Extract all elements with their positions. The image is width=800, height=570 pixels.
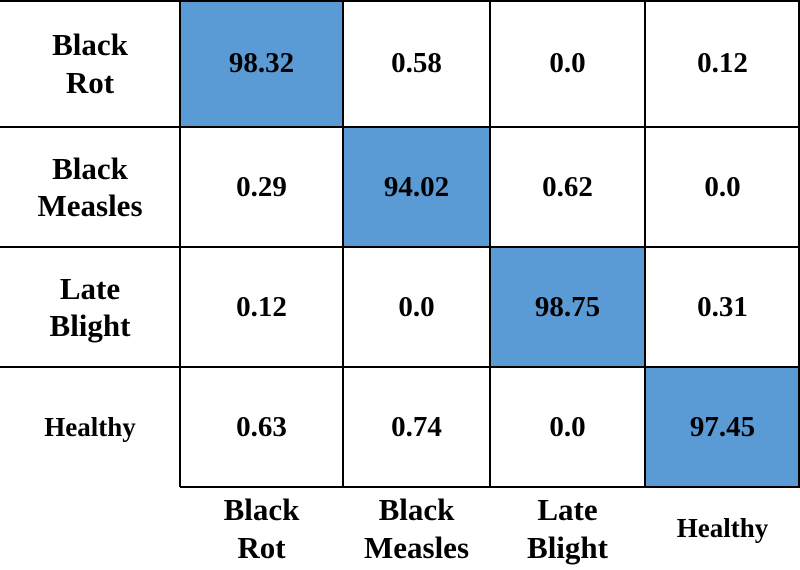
- matrix-cell: 0.62: [490, 127, 645, 247]
- cell-text: Black Rot: [223, 492, 300, 565]
- cell-text: Late Blight: [49, 270, 131, 343]
- cell-text: 0.12: [697, 47, 748, 79]
- grid-line: [0, 366, 800, 368]
- cell-text: Healthy: [44, 411, 136, 442]
- cell-text: 0.0: [549, 410, 586, 443]
- cell-text: Healthy: [676, 513, 769, 544]
- cell-text: 0.0: [549, 47, 586, 79]
- matrix-cell: 94.02: [343, 127, 490, 247]
- cell-text: 94.02: [383, 170, 450, 203]
- cell-text: 0.0: [704, 170, 741, 203]
- column-label: Healthy: [645, 487, 800, 570]
- row-label: Black Measles: [0, 127, 180, 247]
- matrix-cell: 0.0: [490, 0, 645, 127]
- cell-text: Black Rot: [52, 27, 128, 100]
- matrix-cell: 0.12: [180, 247, 343, 367]
- matrix-cell: 0.63: [180, 367, 343, 487]
- cell-text: Black Measles: [37, 150, 143, 223]
- column-label: Black Rot: [180, 487, 343, 570]
- cell-text: 0.31: [697, 290, 748, 323]
- matrix-cell: 98.75: [490, 247, 645, 367]
- grid-line: [798, 0, 800, 487]
- row-label: Black Rot: [0, 0, 180, 127]
- row-label: Late Blight: [0, 247, 180, 367]
- cell-text: 0.63: [236, 410, 287, 443]
- matrix-cell: 98.32: [180, 0, 343, 127]
- cell-text: 0.29: [236, 170, 287, 203]
- grid-line: [342, 0, 344, 487]
- cell-text: 97.45: [689, 410, 756, 443]
- matrix-cell: 0.58: [343, 0, 490, 127]
- row-label: Healthy: [0, 367, 180, 487]
- cell-text: 0.58: [391, 47, 442, 79]
- matrix-cell: 0.29: [180, 127, 343, 247]
- grid-line: [489, 0, 491, 487]
- cell-text: 0.12: [236, 290, 287, 323]
- grid-line: [644, 0, 646, 487]
- column-label: Black Measles: [343, 487, 490, 570]
- column-label: Late Blight: [490, 487, 645, 570]
- cell-text: 98.75: [534, 290, 601, 323]
- cell-text: Late Blight: [527, 492, 608, 565]
- grid-line: [0, 126, 800, 128]
- grid-line: [179, 0, 181, 487]
- grid-line: [0, 0, 800, 2]
- grid-line: [0, 246, 800, 248]
- cell-text: 98.32: [228, 47, 295, 79]
- matrix-cell: 97.45: [645, 367, 800, 487]
- matrix-cell: 0.12: [645, 0, 800, 127]
- cell-text: Black Measles: [363, 492, 470, 565]
- matrix-cell: 0.74: [343, 367, 490, 487]
- cell-text: 0.74: [391, 410, 442, 443]
- matrix-cell: 0.31: [645, 247, 800, 367]
- grid-line: [180, 486, 800, 488]
- cell-text: 0.0: [398, 290, 435, 323]
- matrix-cell: 0.0: [490, 367, 645, 487]
- matrix-cell: 0.0: [343, 247, 490, 367]
- matrix-cell: 0.0: [645, 127, 800, 247]
- cell-text: 0.62: [542, 170, 593, 203]
